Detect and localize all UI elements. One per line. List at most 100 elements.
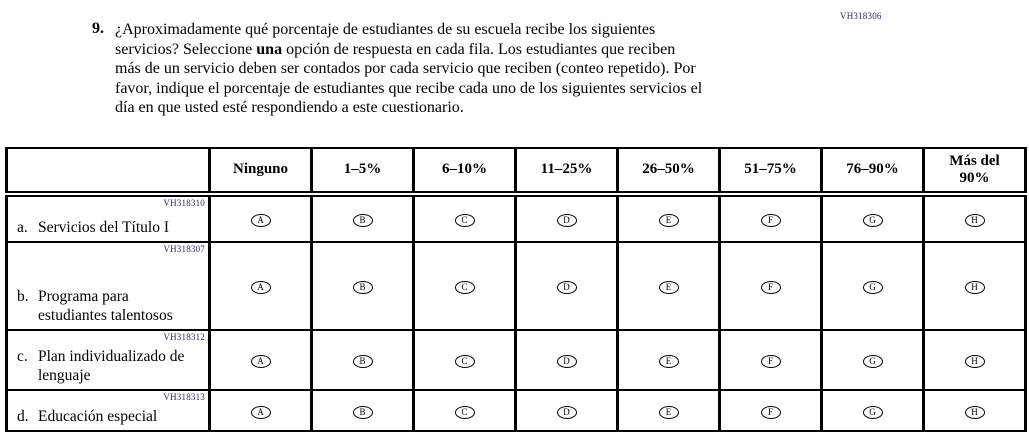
row-label-text: Educación especial	[38, 407, 158, 425]
column-header: Ninguno	[208, 147, 313, 197]
option-cell: B	[310, 329, 415, 391]
answer-bubble-e[interactable]: E	[658, 214, 679, 227]
row-label-cell: VH318307 b. Programa para estudiantes tale…	[5, 241, 211, 331]
answer-bubble-f[interactable]: F	[760, 355, 781, 368]
column-header: 51–75%	[718, 147, 823, 197]
option-cell: G	[820, 193, 925, 243]
row-accession-code: VH318312	[163, 332, 205, 342]
column-header: 11–25%	[514, 147, 619, 197]
option-cell: E	[616, 389, 721, 432]
option-cell: G	[820, 389, 925, 432]
answer-bubble-a[interactable]: A	[250, 355, 271, 368]
option-cell: H	[922, 241, 1027, 331]
row-label: b. Programa para estudiantes talentosos	[17, 288, 204, 325]
answer-bubble-g[interactable]: G	[862, 281, 883, 294]
answer-bubble-d[interactable]: D	[556, 214, 577, 227]
answer-bubble-h[interactable]: H	[964, 281, 985, 294]
table-body: VH318310 a. Servicios del Título I A B C D E F G H…	[5, 193, 1027, 432]
option-cell: G	[820, 329, 925, 391]
row-item-letter: c.	[17, 348, 28, 366]
question-text-part2: opción de respuesta en cada fila. Los es…	[115, 40, 703, 117]
answer-bubble-g[interactable]: G	[862, 405, 883, 419]
answer-bubble-b[interactable]: B	[352, 214, 373, 227]
option-cell: H	[922, 329, 1027, 391]
corner-cell	[5, 147, 211, 197]
answer-bubble-c[interactable]: C	[454, 281, 475, 294]
row-accession-code: VH318310	[163, 198, 205, 208]
question-text-bold: una	[256, 40, 283, 58]
answer-bubble-h[interactable]: H	[964, 405, 985, 419]
answer-bubble-c[interactable]: C	[454, 214, 475, 227]
option-cell: D	[514, 193, 619, 243]
answer-bubble-d[interactable]: D	[556, 405, 577, 419]
answer-bubble-d[interactable]: D	[556, 281, 577, 294]
answer-bubble-d[interactable]: D	[556, 355, 577, 368]
question-accession-code: VH318306	[840, 11, 882, 21]
row-item-letter: d.	[17, 407, 29, 425]
option-cell: F	[718, 329, 823, 391]
answer-bubble-a[interactable]: A	[250, 214, 271, 227]
option-cell: B	[310, 241, 415, 331]
answer-bubble-a[interactable]: A	[250, 405, 271, 419]
response-matrix-table: Ninguno 1–5% 6–10% 11–25% 26–50% 51–75% 76–90%…	[5, 147, 1027, 432]
option-cell: E	[616, 329, 721, 391]
answer-bubble-f[interactable]: F	[760, 405, 781, 419]
option-cell: D	[514, 241, 619, 331]
option-cell: A	[208, 389, 313, 432]
header-row: Ninguno 1–5% 6–10% 11–25% 26–50% 51–75% 76–90%…	[5, 147, 1027, 197]
column-header: 76–90%	[820, 147, 925, 197]
answer-bubble-c[interactable]: C	[454, 405, 475, 419]
option-cell: F	[718, 389, 823, 432]
row-item-letter: b.	[17, 288, 29, 306]
option-cell: E	[616, 241, 721, 331]
option-cell: B	[310, 389, 415, 432]
row-label: c. Plan individualizado de lenguaje	[17, 348, 204, 385]
row-label: a. Servicios del Título I	[17, 219, 204, 237]
answer-bubble-h[interactable]: H	[964, 355, 985, 368]
answer-bubble-h[interactable]: H	[964, 214, 985, 227]
column-header: 26–50%	[616, 147, 721, 197]
row-accession-code: VH318313	[163, 392, 205, 402]
option-cell: C	[412, 241, 517, 331]
option-cell: A	[208, 241, 313, 331]
column-header: 1–5%	[310, 147, 415, 197]
answer-bubble-c[interactable]: C	[454, 355, 475, 368]
option-cell: C	[412, 329, 517, 391]
table-row: VH318313 d. Educación especial A B C D E F G H	[5, 389, 1027, 432]
option-cell: H	[922, 193, 1027, 243]
option-cell: H	[922, 389, 1027, 432]
option-cell: A	[208, 329, 313, 391]
option-cell: F	[718, 241, 823, 331]
answer-bubble-g[interactable]: G	[862, 355, 883, 368]
option-cell: F	[718, 193, 823, 243]
answer-bubble-b[interactable]: B	[352, 281, 373, 294]
question-number: 9.	[92, 20, 104, 37]
answer-bubble-e[interactable]: E	[658, 355, 679, 368]
option-cell: C	[412, 389, 517, 432]
option-cell: A	[208, 193, 313, 243]
column-header: 6–10%	[412, 147, 517, 197]
answer-bubble-a[interactable]: A	[250, 281, 271, 294]
answer-bubble-e[interactable]: E	[658, 281, 679, 294]
answer-bubble-f[interactable]: F	[760, 214, 781, 227]
option-cell: E	[616, 193, 721, 243]
answer-bubble-b[interactable]: B	[352, 405, 373, 419]
answer-bubble-f[interactable]: F	[760, 281, 781, 294]
row-label: d. Educación especial	[17, 408, 204, 426]
row-label-text: Programa para estudiantes talentosos	[38, 288, 173, 324]
option-cell: G	[820, 241, 925, 331]
row-item-letter: a.	[17, 218, 28, 236]
answer-bubble-g[interactable]: G	[862, 214, 883, 227]
table-row: VH318312 c. Plan individualizado de lengua…	[5, 329, 1027, 391]
question-text-part1: ¿Aproximadamente qué porcentaje de estud…	[115, 21, 656, 58]
table-row: VH318310 a. Servicios del Título I A B C D E F G H	[5, 193, 1027, 243]
row-label-cell: VH318312 c. Plan individualizado de lengua…	[5, 329, 211, 391]
answer-bubble-b[interactable]: B	[352, 355, 373, 368]
option-cell: C	[412, 193, 517, 243]
row-accession-code: VH318307	[163, 244, 205, 254]
answer-bubble-e[interactable]: E	[658, 405, 679, 419]
column-header: Más del 90%	[922, 147, 1027, 197]
option-cell: D	[514, 389, 619, 432]
row-label-cell: VH318310 a. Servicios del Título I	[5, 193, 211, 243]
